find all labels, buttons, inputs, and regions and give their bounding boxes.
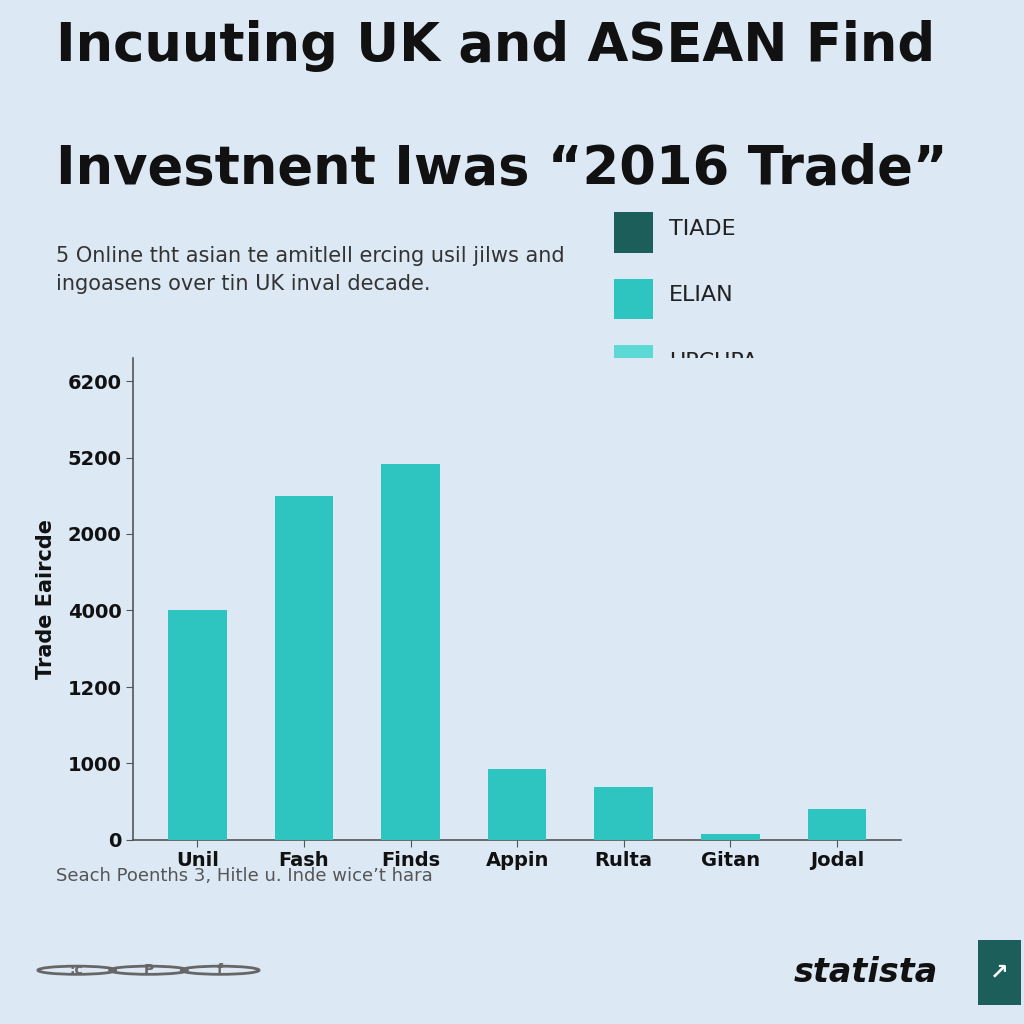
Bar bbox=[701, 835, 760, 840]
Text: 5 Online tht asian te amitlell ercing usil jilws and
ingoasens over tin UK inval: 5 Online tht asian te amitlell ercing us… bbox=[56, 246, 565, 294]
Bar bbox=[274, 496, 333, 840]
Text: f: f bbox=[217, 964, 223, 977]
Bar bbox=[487, 769, 547, 840]
FancyBboxPatch shape bbox=[978, 940, 1021, 1005]
Y-axis label: Trade Eaircde: Trade Eaircde bbox=[36, 519, 56, 679]
Bar bbox=[614, 212, 653, 253]
Text: ELIAN: ELIAN bbox=[669, 286, 733, 305]
Bar bbox=[808, 809, 866, 840]
Bar bbox=[594, 787, 653, 840]
Bar bbox=[381, 464, 440, 840]
Text: Seach Poenths 3, Hitle u. Inde wice’t hara: Seach Poenths 3, Hitle u. Inde wice’t ha… bbox=[56, 866, 433, 885]
Text: statista: statista bbox=[794, 955, 938, 989]
Text: Incuuting UK and ASEAN Find: Incuuting UK and ASEAN Find bbox=[56, 20, 936, 73]
Bar bbox=[168, 610, 226, 840]
Text: ↗: ↗ bbox=[990, 963, 1009, 982]
Bar bbox=[614, 345, 653, 386]
Text: Investnent Iwas “2016 Trade”: Investnent Iwas “2016 Trade” bbox=[56, 143, 948, 196]
Text: TIADE: TIADE bbox=[669, 219, 735, 239]
Text: :c: :c bbox=[70, 964, 84, 977]
Text: UPCUPA: UPCUPA bbox=[669, 351, 758, 372]
Bar bbox=[614, 279, 653, 319]
Text: P: P bbox=[143, 964, 154, 977]
